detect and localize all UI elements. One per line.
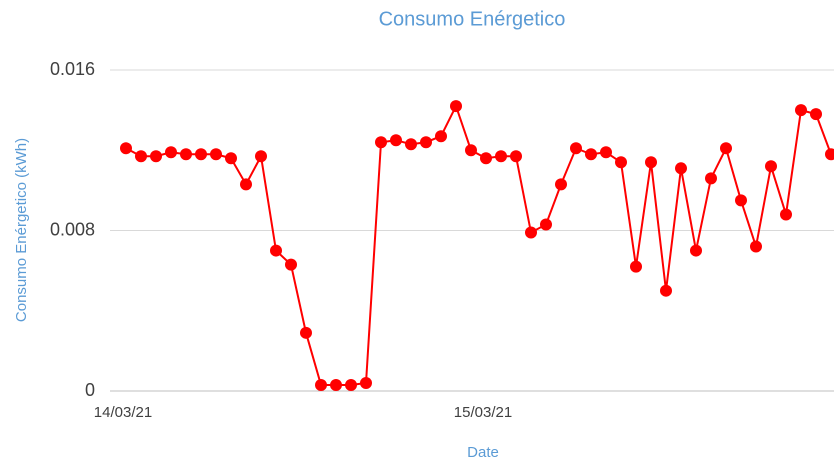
data-point: [345, 378, 357, 391]
data-point: [360, 376, 372, 389]
data-point: [555, 178, 567, 191]
data-point: [705, 172, 717, 185]
data-point: [495, 150, 507, 163]
data-point: [330, 378, 342, 391]
data-point: [255, 150, 267, 163]
data-point: [540, 218, 552, 231]
data-point: [225, 152, 237, 165]
data-point: [570, 142, 582, 155]
data-point: [285, 258, 297, 271]
data-point: [735, 194, 747, 207]
data-point: [120, 142, 132, 155]
x-tick-label: 14/03/21: [94, 404, 152, 421]
x-axis-title: Date: [467, 444, 499, 461]
data-point: [810, 108, 822, 121]
data-point: [660, 284, 672, 297]
data-point: [525, 226, 537, 239]
data-point: [510, 150, 522, 163]
data-point: [435, 130, 447, 143]
data-point: [615, 156, 627, 169]
data-point: [300, 326, 312, 339]
data-point: [465, 144, 477, 157]
data-point: [645, 156, 657, 169]
data-point: [825, 148, 834, 161]
data-point: [765, 160, 777, 173]
data-point: [390, 134, 402, 147]
data-point: [405, 138, 417, 151]
chart-title: Consumo Enérgetico: [379, 8, 566, 30]
data-point: [795, 104, 807, 117]
data-point: [150, 150, 162, 163]
data-point: [180, 148, 192, 161]
data-point: [630, 260, 642, 273]
data-point: [780, 208, 792, 221]
data-point: [720, 142, 732, 155]
y-tick-label: 0.016: [50, 59, 95, 79]
data-point: [135, 150, 147, 163]
data-point: [210, 148, 222, 161]
data-point: [690, 244, 702, 257]
data-point: [420, 136, 432, 149]
data-point: [585, 148, 597, 161]
data-point: [480, 152, 492, 165]
data-point: [240, 178, 252, 191]
y-tick-label: 0.008: [50, 219, 95, 239]
x-tick-label: 15/03/21: [454, 404, 512, 421]
data-point: [195, 148, 207, 161]
data-point: [750, 240, 762, 253]
y-tick-label: 0: [85, 380, 95, 400]
data-point: [675, 162, 687, 175]
y-axis-title: Consumo Enérgetico (kWh): [13, 138, 30, 322]
data-point: [600, 146, 612, 159]
data-point: [450, 100, 462, 113]
data-point: [375, 136, 387, 149]
data-point: [315, 378, 327, 391]
data-point: [270, 244, 282, 257]
data-point: [165, 146, 177, 159]
